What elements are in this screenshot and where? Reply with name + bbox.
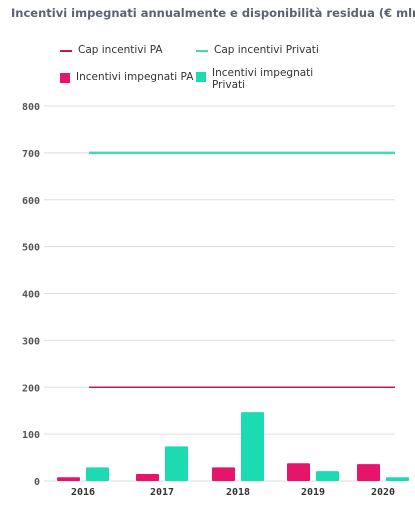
y-tick-label-100: 100 bbox=[22, 430, 40, 441]
bar-privati-2017 bbox=[165, 446, 188, 481]
bar-pa-2018 bbox=[212, 467, 235, 481]
bar-privati-2019 bbox=[316, 471, 339, 481]
bar-privati-2020 bbox=[386, 477, 409, 481]
legend-label-inc-privati-line1: Incentivi impegnati bbox=[212, 67, 314, 79]
y-tick-label-800: 800 bbox=[22, 102, 40, 113]
legend-label-cap-privati: Cap incentivi Privati bbox=[214, 44, 319, 56]
bars-layer bbox=[57, 412, 409, 481]
cap-lines-layer bbox=[89, 151, 395, 388]
x-tick-label-2019: 2019 bbox=[301, 487, 325, 498]
legend-swatch-cap-pa bbox=[60, 50, 72, 52]
chart-title: Incentivi impegnati annualmente e dispon… bbox=[11, 6, 415, 20]
legend-swatch-inc-privati bbox=[196, 72, 206, 82]
x-tick-label-2018: 2018 bbox=[226, 487, 250, 498]
y-tick-label-300: 300 bbox=[22, 336, 40, 347]
legend-item-cap-privati[interactable]: Cap incentivi Privati bbox=[196, 44, 319, 56]
legend: Cap incentivi PA Cap incentivi Privati I… bbox=[0, 0, 415, 100]
y-tick-label-0: 0 bbox=[34, 477, 40, 488]
x-tick-label-2017: 2017 bbox=[150, 487, 174, 498]
x-axis: 2016 2017 2018 2019 2020 bbox=[71, 487, 395, 498]
legend-swatch-cap-privati bbox=[196, 50, 208, 52]
y-tick-label-600: 600 bbox=[22, 196, 40, 207]
legend-item-inc-pa[interactable]: Incentivi impegnati PA bbox=[60, 71, 193, 83]
bar-pa-2016 bbox=[57, 477, 80, 481]
y-tick-label-500: 500 bbox=[22, 243, 40, 254]
y-tick-label-700: 700 bbox=[22, 149, 40, 160]
grid-layer bbox=[44, 105, 395, 482]
legend-swatch-inc-pa bbox=[60, 73, 70, 83]
legend-item-cap-pa[interactable]: Cap incentivi PA bbox=[60, 44, 163, 56]
y-tick-label-200: 200 bbox=[22, 383, 40, 394]
legend-item-inc-privati[interactable]: Incentivi impegnati Privati bbox=[196, 67, 313, 91]
x-tick-label-2020: 2020 bbox=[371, 487, 395, 498]
legend-label-inc-privati-line2: Privati bbox=[212, 79, 246, 91]
bar-pa-2020 bbox=[357, 464, 380, 481]
legend-label-inc-pa: Incentivi impegnati PA bbox=[76, 71, 194, 83]
y-tick-label-400: 400 bbox=[22, 290, 40, 301]
bar-pa-2019 bbox=[287, 463, 310, 481]
legend-label-cap-pa: Cap incentivi PA bbox=[78, 44, 163, 56]
bar-privati-2016 bbox=[86, 467, 109, 481]
bar-pa-2017 bbox=[136, 473, 159, 481]
bar-privati-2018 bbox=[241, 412, 264, 481]
legend-label-inc-privati: Incentivi impegnati Privati bbox=[212, 67, 313, 91]
y-axis: 0 100 200 300 400 500 600 700 800 bbox=[22, 102, 40, 488]
x-tick-label-2016: 2016 bbox=[71, 487, 95, 498]
